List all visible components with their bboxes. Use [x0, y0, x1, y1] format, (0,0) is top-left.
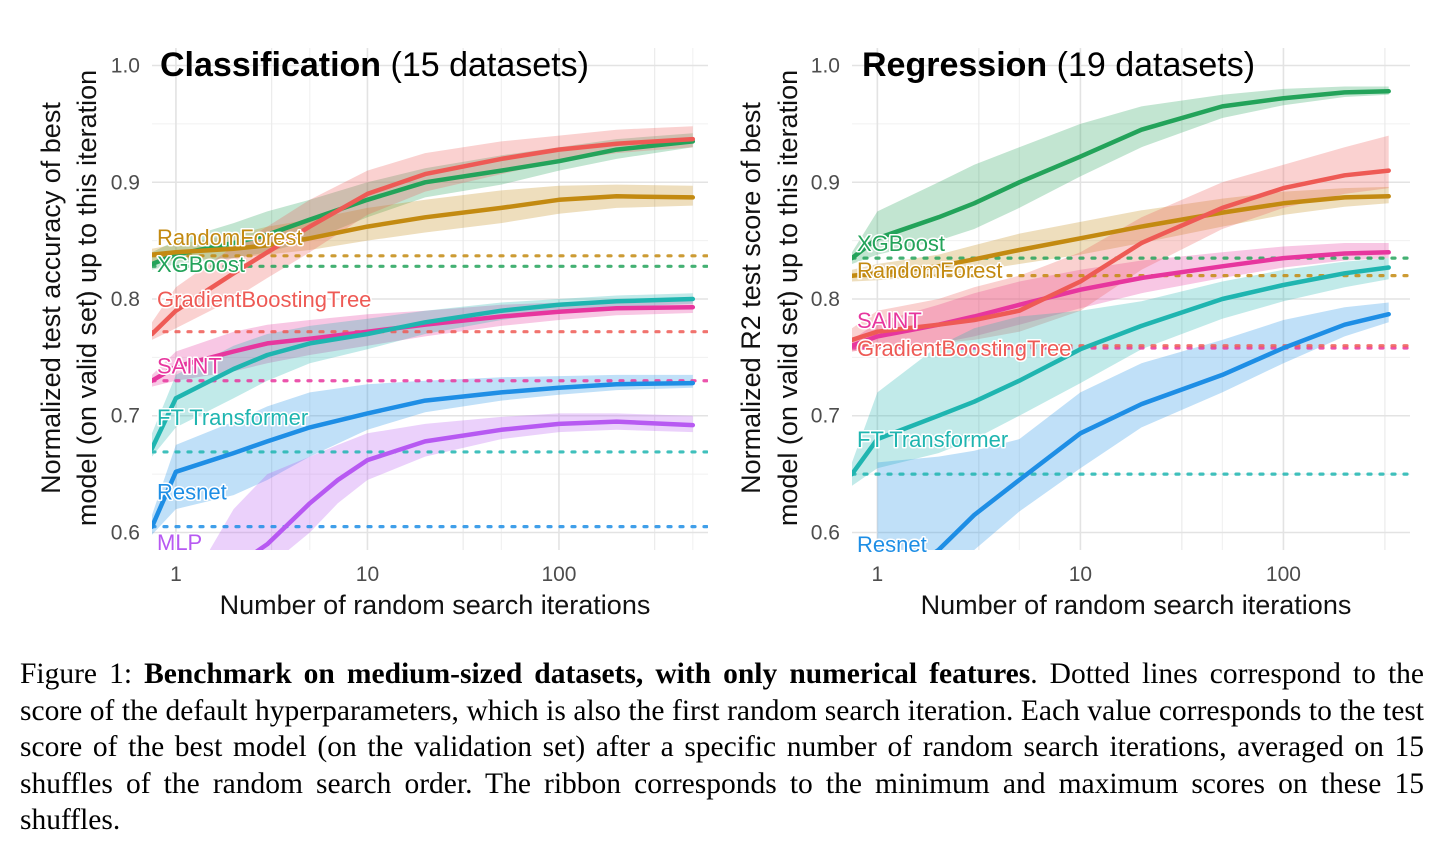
ribbon-saint — [152, 301, 693, 387]
ribbon-xgboost — [152, 133, 693, 270]
series-lines — [852, 88, 1391, 550]
figure-charts: XGBoostRandomForestGradientBoostingTreeS… — [36, 46, 1410, 620]
ribbon-mlp — [209, 413, 693, 550]
series-label-saint: SAINT — [157, 354, 222, 379]
series-label-mlp: MLP — [157, 530, 202, 555]
y-axis-label: model (on valid set) up to this iteratio… — [72, 70, 102, 526]
caption-lead: Figure 1: — [20, 658, 145, 690]
y-tick-label: 0.7 — [811, 405, 840, 428]
ribbon-gradientboostingtree — [852, 135, 1389, 352]
chart-title-rest: (19 datasets) — [1047, 46, 1255, 84]
grid — [852, 48, 1410, 550]
y-tick-label: 0.8 — [811, 288, 840, 311]
y-tick-label: 0.6 — [111, 521, 140, 544]
x-tick-label: 1 — [170, 563, 182, 586]
caption-bold: Benchmark on medium-sized datasets, with… — [144, 658, 1031, 690]
ribbon-ft-transformer — [152, 293, 693, 457]
series-line-randomforest — [852, 194, 1391, 278]
figure-caption: Figure 1: Benchmark on medium-sized data… — [20, 656, 1424, 839]
y-axis-label: model (on valid set) up to this iteratio… — [773, 70, 803, 526]
caption-rest: . Dotted lines correspond to the score o… — [20, 658, 1424, 836]
x-tick-label: 10 — [1069, 563, 1092, 586]
series-label-ft-transformer: FT Transformer — [857, 427, 1008, 452]
figure: XGBoost RandomForest GradientBoostingTree S… — [36, 46, 1410, 620]
y-axis-label: Normalized R2 test score of best — [736, 102, 766, 494]
series-line-resnet — [934, 311, 1391, 550]
series-line-gradientboostingtree — [852, 168, 1391, 343]
series-lines — [152, 136, 696, 550]
series-label-ft-transformer: FT Transformer — [157, 405, 308, 430]
ribbon-ft-transformer — [852, 258, 1389, 486]
series-line-mlp — [254, 419, 696, 550]
series-label-randomforest: RandomForest — [157, 225, 303, 250]
x-tick-label: 10 — [356, 563, 379, 586]
y-tick-label: 1.0 — [111, 55, 140, 78]
default-lines — [152, 254, 708, 529]
chart-title-rest: (15 datasets) — [381, 46, 589, 84]
ribbon-xgboost — [852, 86, 1389, 264]
series-line-resnet — [152, 380, 696, 529]
default-lines — [852, 256, 1410, 476]
y-tick-label: 1.0 — [811, 55, 840, 78]
x-axis-label: Number of random search iterations — [220, 590, 651, 620]
ribbon-saint — [852, 243, 1389, 352]
series-label-saint: SAINT — [857, 308, 922, 333]
series-line-xgboost — [852, 88, 1391, 261]
series-line-xgboost — [152, 139, 696, 267]
series-label-xgboost: XGBoost — [857, 231, 945, 256]
ribbons — [852, 86, 1389, 550]
y-tick-label: 0.6 — [811, 521, 840, 544]
series-label-gradientboostingtree: GradientBoostingTree — [857, 336, 1071, 361]
series-line-ft-transformer — [152, 296, 696, 451]
chart-title-bold: Classification — [160, 46, 381, 84]
chart-title: Regression (19 datasets) — [862, 46, 1255, 84]
series-line-saint — [152, 304, 696, 383]
series-label-resnet: Resnet — [157, 480, 227, 505]
x-tick-label: 1 — [872, 563, 884, 586]
series-line-gradientboostingtree — [152, 136, 696, 337]
series-label-resnet: Resnet — [857, 532, 927, 557]
series-line-ft-transformer — [852, 265, 1391, 477]
series-label-xgboost: XGBoost — [157, 252, 245, 277]
y-tick-label: 0.8 — [111, 288, 140, 311]
x-tick-label: 100 — [1266, 563, 1301, 586]
y-tick-label: 0.7 — [111, 405, 140, 428]
chart-title-bold: Regression — [862, 46, 1047, 84]
ribbon-resnet — [152, 374, 693, 535]
series-label-randomforest: RandomForest — [857, 258, 1003, 283]
x-tick-label: 100 — [541, 563, 576, 586]
y-tick-label: 0.9 — [811, 171, 840, 194]
y-axis-label: Normalized test accuracy of best — [36, 102, 66, 494]
x-axis-label: Number of random search iterations — [921, 590, 1352, 620]
series-line-randomforest — [152, 194, 696, 257]
series-label-gradientboostingtree: GradientBoostingTree — [157, 287, 371, 312]
chart-title: Classification (15 datasets) — [160, 46, 589, 84]
y-tick-label: 0.9 — [111, 171, 140, 194]
